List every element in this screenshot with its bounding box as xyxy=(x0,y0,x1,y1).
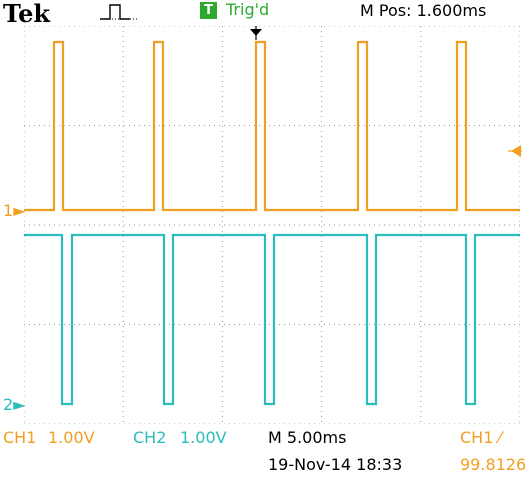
pulse-icon xyxy=(100,4,137,20)
ch1-ground-marker[interactable]: 1► xyxy=(3,201,26,220)
ch1-label: CH1 xyxy=(3,428,37,447)
ch2-label: CH2 xyxy=(133,428,167,447)
ch2-scale: 1.00V xyxy=(180,428,227,447)
frequency-readout: 99.8126H xyxy=(460,455,527,474)
brand-logo: Tek xyxy=(3,0,51,28)
rising-edge-icon: ⁄ xyxy=(498,428,502,447)
trigger-status: Trig'd xyxy=(226,0,270,19)
ch2-ground-marker[interactable]: 2► xyxy=(3,395,26,414)
trigger-badge: T xyxy=(200,2,217,19)
trigger-level-icon[interactable] xyxy=(508,144,522,158)
waveform-display xyxy=(24,26,520,424)
timebase: M 5.00ms xyxy=(268,428,347,447)
status-bar: Tek T Trig'd M Pos: 1.600ms xyxy=(0,0,527,28)
trigger-source: CH1 ⁄ xyxy=(460,428,502,447)
horizontal-position: M Pos: 1.600ms xyxy=(360,1,487,20)
ch1-waveform xyxy=(24,40,520,212)
trigger-position-icon xyxy=(250,26,262,40)
date-time: 19-Nov-14 18:33 xyxy=(268,455,403,474)
ch2-waveform xyxy=(24,233,520,406)
ch1-scale: 1.00V xyxy=(48,428,95,447)
